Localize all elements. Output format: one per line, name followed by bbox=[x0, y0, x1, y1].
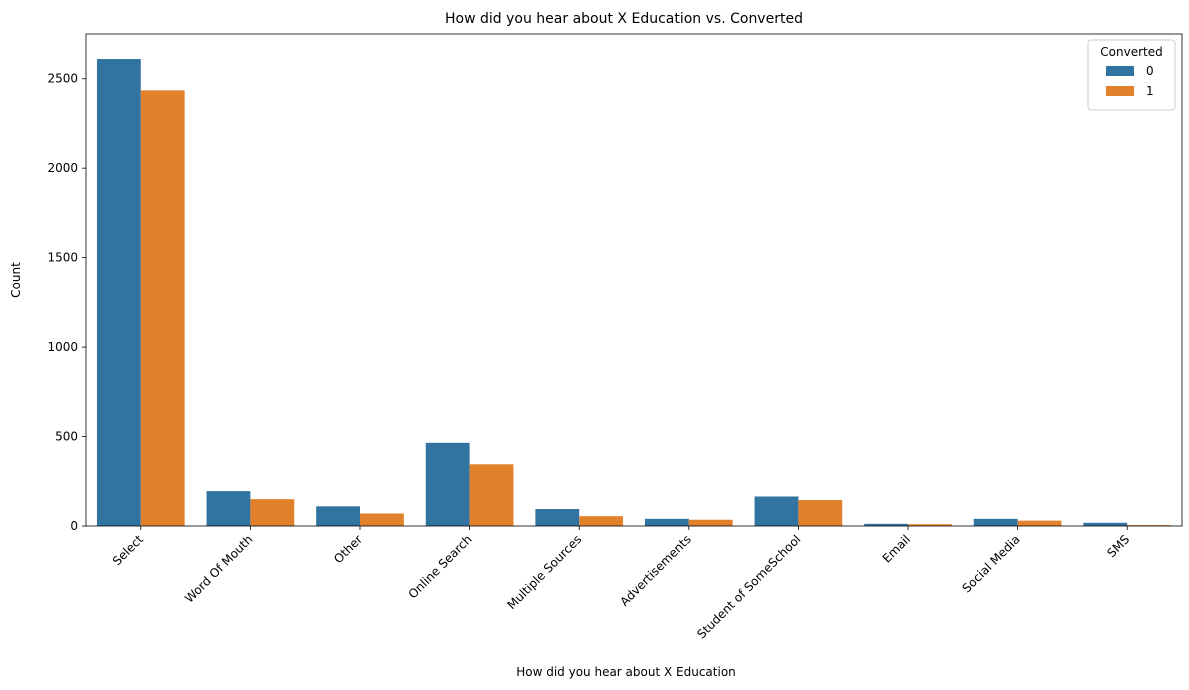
y-tick-label: 0 bbox=[70, 519, 78, 533]
bar-6-series-0 bbox=[754, 496, 799, 526]
chart-title: How did you hear about X Education vs. C… bbox=[445, 11, 803, 27]
bars-group bbox=[96, 59, 1172, 527]
y-tick-label: 1000 bbox=[47, 340, 78, 354]
y-tick-label: 1500 bbox=[47, 251, 78, 265]
legend-swatch-0 bbox=[1106, 66, 1134, 76]
bar-6-series-1 bbox=[798, 500, 843, 526]
y-axis-label: Count bbox=[9, 262, 23, 298]
bar-7-series-1 bbox=[908, 524, 952, 526]
legend-swatch-1 bbox=[1106, 86, 1134, 96]
x-tick-label: Multiple Sources bbox=[504, 532, 584, 612]
bar-7-series-0 bbox=[864, 523, 908, 526]
y-tick-label: 500 bbox=[55, 430, 78, 444]
x-tick-label: Email bbox=[880, 532, 913, 565]
bar-1-series-1 bbox=[250, 499, 295, 526]
bar-8-series-0 bbox=[973, 518, 1018, 526]
legend-label-1: 1 bbox=[1146, 84, 1154, 98]
x-tick-label: Word Of Mouth bbox=[182, 532, 255, 605]
bar-9-series-1 bbox=[1127, 525, 1172, 526]
x-axis-label: How did you hear about X Education bbox=[516, 665, 736, 679]
bar-9-series-0 bbox=[1083, 522, 1128, 526]
x-axis: Select Word Of Mouth Other Online Search Mul… bbox=[110, 526, 1132, 641]
bar-4-series-0 bbox=[535, 509, 580, 526]
bar-2-series-0 bbox=[316, 506, 360, 526]
x-tick-label: Advertisements bbox=[617, 532, 694, 609]
legend-title: Converted bbox=[1100, 45, 1162, 59]
x-tick-label: Social Media bbox=[959, 532, 1022, 595]
bar-5-series-1 bbox=[688, 519, 733, 526]
x-tick-label: Other bbox=[331, 532, 365, 566]
bar-0-series-1 bbox=[140, 90, 185, 527]
x-tick-label: Online Search bbox=[406, 532, 475, 601]
x-tick-label: Select bbox=[110, 532, 146, 568]
x-tick-label: Student of SomeSchool bbox=[694, 532, 803, 641]
bar-8-series-1 bbox=[1017, 520, 1062, 526]
bar-5-series-0 bbox=[644, 518, 689, 526]
bar-1-series-0 bbox=[206, 491, 251, 526]
y-axis: 0 500 1000 1500 2000 2500 bbox=[47, 72, 86, 533]
legend-label-0: 0 bbox=[1146, 64, 1154, 78]
bar-0-series-0 bbox=[96, 59, 141, 527]
y-tick-label: 2500 bbox=[47, 72, 78, 86]
y-tick-label: 2000 bbox=[47, 161, 78, 175]
bar-2-series-1 bbox=[360, 513, 404, 526]
bar-4-series-1 bbox=[579, 516, 624, 526]
x-tick-label: SMS bbox=[1104, 532, 1132, 560]
bar-3-series-1 bbox=[469, 464, 514, 526]
bar-3-series-0 bbox=[425, 442, 470, 526]
legend: Converted 0 1 bbox=[1087, 39, 1176, 111]
plot-frame bbox=[85, 33, 1183, 527]
